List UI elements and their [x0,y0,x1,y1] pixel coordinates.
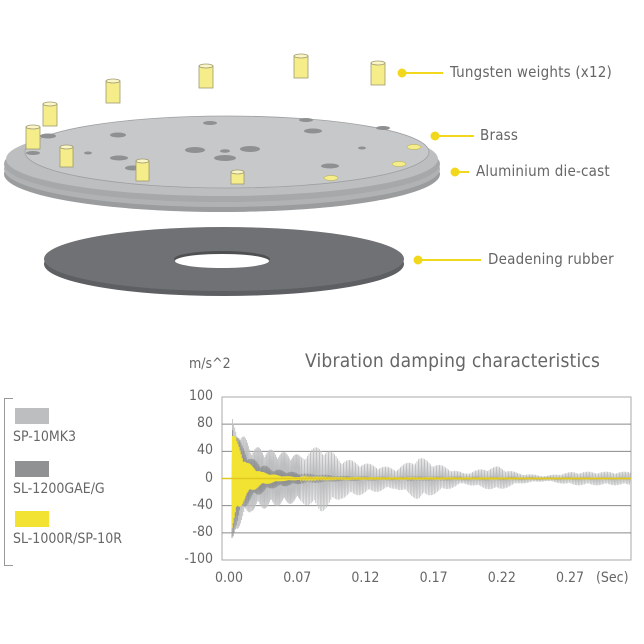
label-tungsten-weights: Tungsten weights (x12) [450,63,613,81]
deadening-rubber-layer [44,227,404,296]
legend [4,398,13,566]
x-axis-unit: (Sec) [596,570,629,586]
legend-swatch [15,511,49,527]
series-sl-1200gae-g [231,430,632,539]
x-tick-label: 0.12 [351,570,380,586]
y-tick-label: 0 [204,469,213,486]
brass-layer [24,115,430,189]
label-brass: Brass [480,126,519,144]
y-tick-label: -40 [192,496,213,513]
chart-title: Vibration damping characteristics [305,350,601,372]
x-tick-label: 0.27 [556,570,585,586]
y-axis-unit: m/s^2 [189,356,231,372]
x-tick-label: 0.17 [419,570,448,586]
y-tick-label: 40 [196,442,213,459]
x-tick-label: 0.00 [215,570,244,586]
y-tick-label: 100 [188,388,213,404]
legend-label: SL-1200GAE/G [13,481,105,497]
legend-swatch [15,461,49,477]
x-tick-label: 0.07 [283,570,312,586]
legend-swatch [15,408,49,424]
y-tick-label: -100 [184,551,213,567]
legend-label: SP-10MK3 [13,429,76,445]
y-tick-label: -80 [192,523,213,540]
series-sl-1000r-sp-10r [231,435,632,529]
exploded-platter-diagram [4,53,481,296]
x-tick-label: 0.22 [487,570,516,586]
label-aluminium-die-cast: Aluminium die-cast [476,162,610,180]
label-deadening-rubber: Deadening rubber [488,250,614,268]
leader-lines [397,68,481,265]
legend-label: SL-1000R/SP-10R [13,531,122,547]
series-sp-10mk3 [231,418,632,529]
y-tick-label: 80 [196,415,213,432]
tungsten-weights [25,53,386,185]
plot-frame [221,396,632,561]
